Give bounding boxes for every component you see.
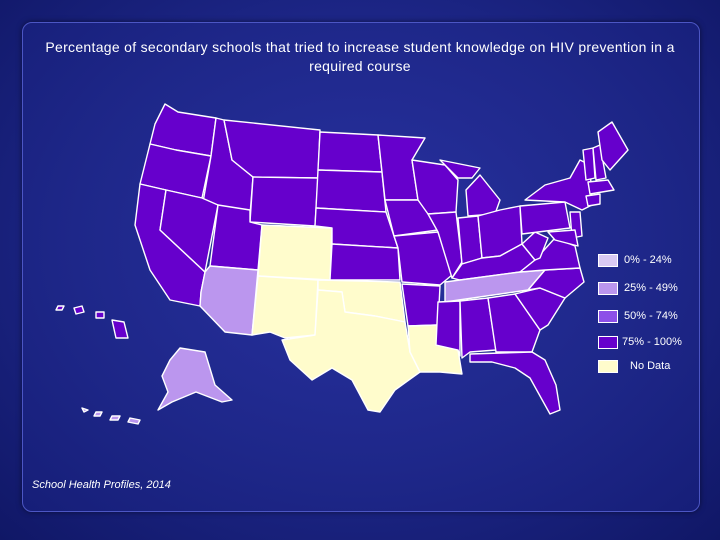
legend-label: No Data [630,360,671,372]
legend-item-75-100: 75% - 100% [598,336,698,352]
state-massachusetts [587,179,615,195]
state-connecticut [585,193,601,207]
state-florida [469,351,561,415]
state-pennsylvania [519,201,571,235]
legend-swatch [598,282,618,295]
state-mississippi [435,300,461,357]
state-wyoming [249,176,319,227]
state-new-mexico [251,275,319,339]
state-michigan [439,159,501,217]
source-note: School Health Profiles, 2014 [32,479,171,491]
map-title: Percentage of secondary schools that tri… [45,39,675,74]
state-nevada [159,189,219,273]
state-west-virginia [521,231,549,261]
state-hawaii [55,305,129,339]
alaska-islands [81,407,141,425]
legend-label: 50% - 74% [624,310,678,322]
legend-label: 0% - 24% [624,254,672,266]
legend-swatch [598,254,618,267]
legend-item-0-24: 0% - 24% [598,254,698,270]
state-georgia [487,293,541,353]
legend-swatch [598,360,618,373]
legend-item-25-49: 25% - 49% [598,282,698,298]
state-maryland [547,229,579,247]
legend-label: 75% - 100% [622,336,682,348]
state-alaska [157,347,233,411]
state-texas [281,289,421,413]
state-maine [597,121,629,171]
state-arkansas [401,283,441,327]
state-arizona [199,265,259,336]
legend-item-50-74: 50% - 74% [598,310,698,326]
legend-item-no-data: No Data [598,360,698,376]
state-kansas [329,243,401,281]
state-alabama [459,297,497,359]
legend-swatch [598,336,618,349]
legend-swatch [598,310,618,323]
state-new-hampshire [592,144,607,181]
state-colorado [257,224,333,281]
state-south-dakota [315,169,387,213]
legend-label: 25% - 49% [624,282,678,294]
state-north-dakota [317,131,383,173]
state-vermont [582,147,596,181]
